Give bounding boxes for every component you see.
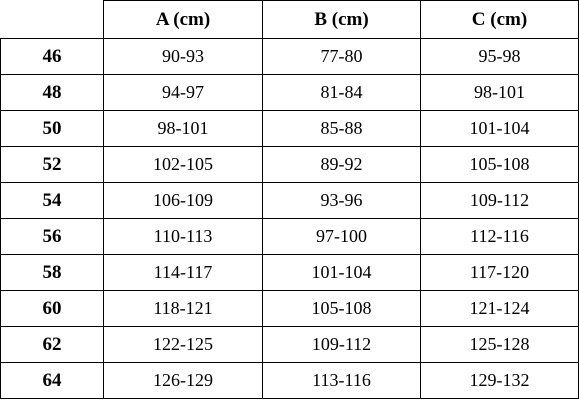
size-cell: 62 (0, 326, 104, 363)
table-row: 56 110-113 97-100 112-116 (0, 218, 579, 255)
size-cell: 60 (0, 290, 104, 327)
value-cell: 77-80 (262, 38, 421, 75)
value-cell: 95-98 (420, 38, 579, 75)
value-cell: 109-112 (420, 182, 579, 219)
size-cell: 64 (0, 362, 104, 399)
value-cell: 102-105 (103, 146, 263, 183)
value-cell: 89-92 (262, 146, 421, 183)
table-row: 48 94-97 81-84 98-101 (0, 74, 579, 111)
size-cell: 50 (0, 110, 104, 147)
value-cell: 113-116 (262, 362, 421, 399)
value-cell: 98-101 (420, 74, 579, 111)
table-row: 58 114-117 101-104 117-120 (0, 254, 579, 291)
size-cell: 48 (0, 74, 104, 111)
value-cell: 112-116 (420, 218, 579, 255)
value-cell: 121-124 (420, 290, 579, 327)
table-row: 64 126-129 113-116 129-132 (0, 362, 579, 399)
value-cell: 81-84 (262, 74, 421, 111)
corner-cell (0, 0, 104, 39)
table-row: 54 106-109 93-96 109-112 (0, 182, 579, 219)
value-cell: 110-113 (103, 218, 263, 255)
header-cell: B (cm) (262, 0, 421, 39)
value-cell: 126-129 (103, 362, 263, 399)
value-cell: 129-132 (420, 362, 579, 399)
value-cell: 97-100 (262, 218, 421, 255)
header-cell: C (cm) (420, 0, 579, 39)
table-row: 52 102-105 89-92 105-108 (0, 146, 579, 183)
table-row: 62 122-125 109-112 125-128 (0, 326, 579, 363)
table-row: 50 98-101 85-88 101-104 (0, 110, 579, 147)
value-cell: 106-109 (103, 182, 263, 219)
table-body: 46 90-93 77-80 95-98 48 94-97 81-84 98-101 50 98-… (0, 38, 579, 399)
value-cell: 101-104 (262, 254, 421, 291)
size-cell: 52 (0, 146, 104, 183)
size-cell: 54 (0, 182, 104, 219)
value-cell: 122-125 (103, 326, 263, 363)
header-row: A (cm) B (cm) C (cm) (0, 0, 579, 39)
table-row: 46 90-93 77-80 95-98 (0, 38, 579, 75)
value-cell: 114-117 (103, 254, 263, 291)
value-cell: 94-97 (103, 74, 263, 111)
size-cell: 46 (0, 38, 104, 75)
value-cell: 118-121 (103, 290, 263, 327)
value-cell: 90-93 (103, 38, 263, 75)
value-cell: 101-104 (420, 110, 579, 147)
size-cell: 58 (0, 254, 104, 291)
table-row: 60 118-121 105-108 121-124 (0, 290, 579, 327)
value-cell: 109-112 (262, 326, 421, 363)
value-cell: 117-120 (420, 254, 579, 291)
value-cell: 105-108 (262, 290, 421, 327)
value-cell: 93-96 (262, 182, 421, 219)
size-cell: 56 (0, 218, 104, 255)
value-cell: 105-108 (420, 146, 579, 183)
value-cell: 98-101 (103, 110, 263, 147)
value-cell: 125-128 (420, 326, 579, 363)
header-cell: A (cm) (103, 0, 263, 39)
value-cell: 85-88 (262, 110, 421, 147)
